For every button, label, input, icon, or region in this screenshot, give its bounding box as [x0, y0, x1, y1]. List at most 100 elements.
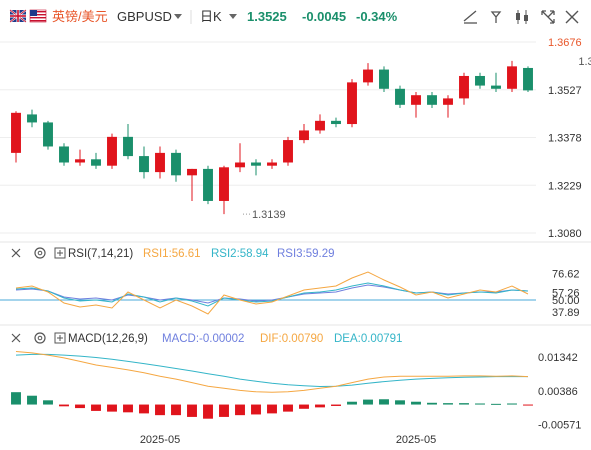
candlesticks — [11, 60, 533, 215]
candle-body — [523, 67, 533, 91]
candle-body — [171, 152, 181, 176]
macd-histogram-bar — [459, 403, 469, 405]
candle-body — [267, 162, 277, 166]
macd-histogram-bar — [363, 399, 373, 405]
fullscreen-icon[interactable] — [540, 9, 556, 25]
symbol-code[interactable]: GBPUSD — [117, 9, 172, 24]
rsi-tick-label: 37.89 — [552, 307, 580, 319]
rsi-tick-label: 50.00 — [552, 295, 580, 307]
candle-body — [299, 130, 309, 141]
rsi3-label: RSI3:59.29 — [277, 248, 335, 260]
dif-value-label: DIF:0.00790 — [260, 333, 323, 345]
macd-histogram-bar — [75, 404, 85, 409]
candle-body — [507, 66, 517, 89]
candle-body — [251, 162, 261, 166]
macd-histogram-bar — [203, 404, 213, 419]
macd-tick-label: 0.00386 — [538, 386, 578, 398]
macd-value-label: MACD:-0.00002 — [162, 333, 244, 345]
macd-histogram-bar — [123, 404, 133, 413]
dea-line — [15, 353, 528, 388]
price-change: -0.0045 — [302, 9, 346, 24]
macd-histogram-bar — [523, 404, 533, 406]
symbol-name-cn: 英镑/美元 — [52, 9, 108, 24]
macd-histogram-bar — [171, 404, 181, 416]
rsi-expand-icon[interactable] — [54, 247, 66, 259]
macd-close-icon[interactable] — [11, 333, 21, 343]
period-dropdown-icon[interactable] — [229, 14, 237, 19]
chart-header: 英镑/美元 GBPUSD 日K 1.3525 -0.0045 -0.34% — [9, 9, 580, 25]
us-flag-icon — [29, 9, 47, 23]
time-tick-label: 2025-05 — [396, 434, 436, 446]
macd-histogram-bar — [395, 400, 405, 405]
macd-histogram-bar — [251, 404, 261, 415]
time-tick-label: 2025-05 — [140, 434, 180, 446]
macd-histogram-bar — [427, 402, 437, 405]
period-selector[interactable]: 日K — [200, 9, 222, 24]
rsi2-line — [15, 282, 529, 307]
macd-histogram-bar — [267, 404, 277, 414]
price-tick-label: 1.3229 — [548, 180, 582, 192]
macd-histogram-bar — [155, 404, 165, 416]
candle-body — [411, 95, 421, 105]
price-tick-label: 1.3676 — [548, 37, 582, 49]
price-axis: 1.3676 1.3527 1.3378 1.3229 1.3080 — [548, 37, 582, 240]
candle-type-icon[interactable] — [514, 9, 530, 25]
rsi-close-icon[interactable] — [11, 248, 21, 258]
candle-body — [347, 82, 357, 125]
macd-histogram-bar — [507, 403, 517, 405]
rsi-tick-label: 76.62 — [552, 268, 580, 280]
macd-histogram-bar — [139, 404, 149, 414]
macd-histogram-bar — [299, 404, 309, 409]
macd-tick-label: -0.00571 — [538, 420, 581, 432]
symbol-dropdown-icon[interactable] — [174, 14, 182, 19]
candle-body — [11, 112, 21, 153]
price-annotations: 1.3617 1.3139 — [243, 56, 591, 221]
macd-plot: 0.01342 0.00386 -0.00571 — [11, 351, 581, 432]
high-value-label: 1.3617 — [578, 56, 591, 68]
macd-histogram-bar — [379, 399, 389, 405]
macd-histogram-bar — [219, 404, 229, 417]
macd-histogram-bar — [43, 400, 53, 405]
candle-body — [187, 168, 197, 176]
candle-body — [395, 88, 405, 105]
uk-flag-icon — [9, 9, 27, 23]
candle-body — [379, 69, 389, 89]
candle-body — [139, 156, 149, 173]
macd-histogram-bar — [331, 404, 341, 406]
candle-body — [459, 75, 469, 99]
candle-body — [443, 98, 453, 105]
candle-body — [107, 136, 117, 166]
price-change-pct: -0.34% — [356, 9, 398, 24]
macd-title: MACD(12,26,9) — [68, 333, 148, 345]
candle-body — [475, 75, 485, 86]
macd-histogram-bar — [347, 401, 357, 405]
candle-body — [427, 95, 437, 105]
dif-line — [15, 351, 529, 393]
candle-body — [155, 152, 165, 173]
candle-body — [331, 120, 341, 125]
price-tick-label: 1.3378 — [548, 133, 582, 145]
rsi-settings-icon[interactable] — [34, 247, 46, 259]
rsi-header: RSI(7,14,21) RSI1:56.61 RSI2:58.94 RSI3:… — [11, 247, 335, 260]
macd-settings-icon[interactable] — [34, 332, 46, 344]
rsi3-line — [15, 284, 529, 304]
rsi-title: RSI(7,14,21) — [68, 248, 133, 260]
macd-header: MACD(12,26,9) MACD:-0.00002 DIF:0.00790 … — [11, 332, 402, 345]
indicator-settings-icon[interactable] — [488, 9, 504, 25]
macd-histogram-bar — [235, 404, 245, 416]
candle-body — [59, 146, 69, 163]
macd-expand-icon[interactable] — [54, 332, 66, 344]
macd-histogram-bar — [491, 403, 501, 405]
rsi-tick-label: 57.26 — [552, 288, 580, 300]
draw-line-icon[interactable] — [462, 9, 478, 25]
price-tick-label: 1.3527 — [548, 85, 582, 97]
close-icon[interactable] — [564, 9, 580, 25]
macd-histogram-bar — [59, 404, 69, 407]
rsi1-label: RSI1:56.61 — [143, 248, 201, 260]
macd-histogram-bar — [27, 395, 37, 405]
price-tick-label: 1.3080 — [548, 228, 582, 240]
candle-body — [491, 85, 501, 89]
macd-histogram-bar — [11, 392, 21, 405]
